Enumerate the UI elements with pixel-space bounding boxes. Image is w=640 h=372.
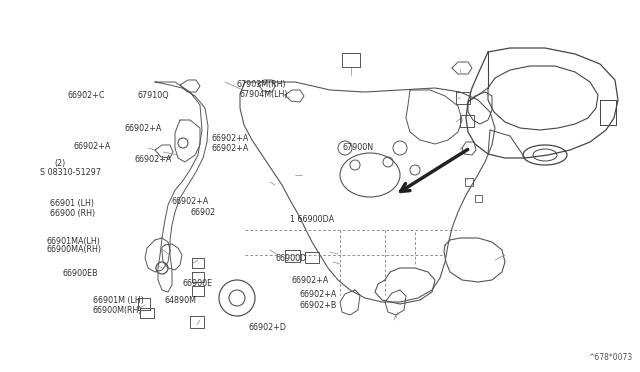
- Text: 66900EB: 66900EB: [63, 269, 99, 278]
- Text: 67903M(RH): 67903M(RH): [237, 80, 287, 89]
- Text: 67900N: 67900N: [342, 143, 374, 152]
- Text: 66901 (LH): 66901 (LH): [50, 199, 94, 208]
- Text: 66902+A: 66902+A: [211, 134, 248, 143]
- Text: 66901M (LH): 66901M (LH): [93, 296, 143, 305]
- Text: 66902+D: 66902+D: [248, 323, 286, 332]
- Text: 66902: 66902: [191, 208, 216, 217]
- Text: 67910Q: 67910Q: [138, 91, 169, 100]
- Text: 66902+A: 66902+A: [125, 124, 162, 133]
- Text: 66902+A: 66902+A: [291, 276, 328, 285]
- Text: 66900D: 66900D: [275, 254, 307, 263]
- Text: 66900MA(RH): 66900MA(RH): [46, 246, 101, 254]
- Text: ^678*0073: ^678*0073: [588, 353, 632, 362]
- Text: 66900E: 66900E: [182, 279, 212, 288]
- Text: 64890M: 64890M: [164, 296, 196, 305]
- Text: 66901MA(LH): 66901MA(LH): [46, 237, 100, 246]
- Text: 1 66900DA: 1 66900DA: [290, 215, 334, 224]
- Text: 66900M(RH): 66900M(RH): [93, 306, 142, 315]
- Text: 66902+A: 66902+A: [300, 291, 337, 299]
- Text: 67904M(LH): 67904M(LH): [240, 90, 289, 99]
- Text: 66902+A: 66902+A: [74, 142, 111, 151]
- Text: 66900 (RH): 66900 (RH): [50, 209, 95, 218]
- Text: 66902+A: 66902+A: [211, 144, 248, 153]
- Text: 66902+A: 66902+A: [172, 197, 209, 206]
- Text: 66902+B: 66902+B: [300, 301, 337, 310]
- Text: (2): (2): [54, 159, 66, 168]
- Text: S 08310-51297: S 08310-51297: [40, 168, 100, 177]
- Text: 66902+A: 66902+A: [134, 155, 172, 164]
- Text: 66902+C: 66902+C: [67, 91, 105, 100]
